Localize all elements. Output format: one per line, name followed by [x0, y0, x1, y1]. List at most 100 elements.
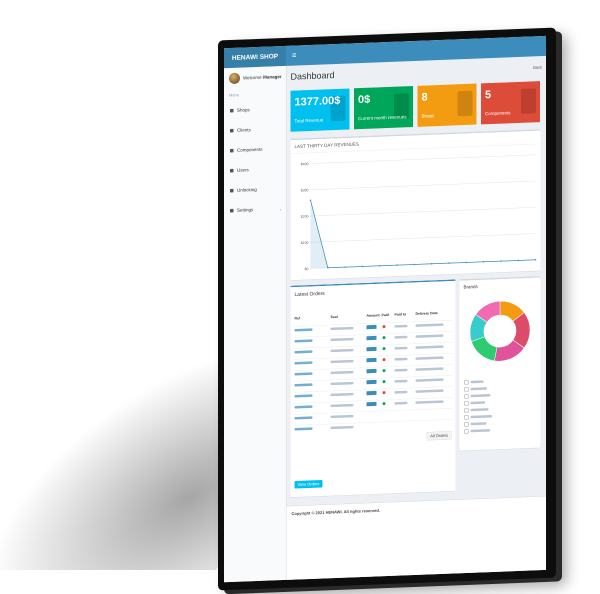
legend-swatch — [464, 408, 469, 413]
stat-value: 8 — [421, 90, 428, 104]
back-link[interactable]: Back — [533, 65, 542, 70]
ref-link — [294, 405, 313, 409]
revenue-point — [344, 266, 346, 268]
delivery-date — [415, 356, 444, 360]
menu-toggle[interactable]: ≡ — [292, 50, 297, 60]
brand[interactable]: HENAWI SHOP — [224, 45, 286, 69]
seal-text — [330, 337, 354, 342]
legend-swatch — [464, 422, 469, 427]
content: Dashboard Back 1377.00$ Total Revenue 0$ Curr… — [286, 56, 546, 581]
menu-item[interactable]: Users — [237, 167, 249, 173]
y-tick-label: $100 — [301, 241, 309, 245]
all-orders-button[interactable]: All Orders — [426, 431, 452, 441]
donut-segment — [475, 300, 501, 323]
grid-line — [310, 154, 536, 164]
row-rule — [293, 407, 453, 415]
legend-label — [470, 422, 487, 426]
seal-text — [330, 326, 354, 331]
menu-item[interactable]: Components — [237, 146, 263, 153]
stat-label: Shops — [421, 113, 435, 119]
menu-item[interactable]: Shops — [237, 107, 250, 113]
paid-to — [394, 324, 408, 328]
collapse-button[interactable]: « — [537, 36, 541, 38]
legend-swatch — [464, 429, 469, 434]
legend-label — [470, 380, 484, 384]
legend-swatch — [464, 401, 469, 406]
ref-link — [294, 372, 313, 376]
grid-line — [310, 207, 536, 217]
revenue-point — [413, 263, 416, 266]
grid-line — [310, 233, 536, 243]
grid-line — [310, 180, 536, 190]
y-tick-label: $400 — [301, 162, 309, 166]
paid-badge — [382, 380, 386, 384]
revenue-point — [517, 259, 519, 262]
menu-item[interactable]: Clients — [237, 127, 251, 133]
paid-badge — [382, 325, 386, 329]
user-name: Manager — [263, 74, 282, 80]
stat-value: 1377.00$ — [294, 93, 341, 109]
revenue-point — [327, 267, 329, 269]
line-chart: $0 $100 $200 $300 $400 — [301, 154, 537, 271]
paid-to — [394, 335, 408, 339]
legend-swatch — [464, 387, 469, 392]
view-orders-button[interactable]: View Orders — [294, 479, 323, 489]
revenue-point — [396, 264, 398, 266]
ref-link — [294, 427, 313, 431]
seal-text — [330, 359, 354, 364]
ref-link — [294, 361, 313, 365]
paid-badge — [382, 402, 386, 406]
paid-to — [394, 357, 408, 361]
stat-value: 0$ — [358, 92, 371, 106]
seal-text — [330, 348, 354, 353]
amount-badge — [366, 324, 377, 330]
stat-box: 8 Shops — [417, 83, 477, 127]
chart-title: LAST THIRTY DAY REVENUES — [294, 141, 360, 150]
legend-label — [470, 414, 492, 419]
paid-to — [394, 346, 408, 350]
amount-badge — [366, 357, 377, 363]
avatar — [229, 72, 240, 85]
legend-label — [470, 387, 487, 391]
page-title: Dashboard — [290, 70, 335, 82]
amount-badge — [366, 335, 377, 341]
paid-badge — [382, 358, 386, 362]
stat-box: 0$ Current month revenues — [354, 86, 413, 130]
stat-label: Total Revenue — [294, 117, 324, 124]
revenue-point — [430, 263, 433, 265]
stat-box: 5 Components — [481, 81, 540, 125]
delivery-date — [415, 389, 444, 393]
delivery-date — [415, 334, 444, 338]
amount-badge — [366, 346, 377, 352]
brands-panel: Brands — [459, 276, 541, 451]
welcome: Welcome Manager — [243, 74, 282, 80]
menu-label: Menu — [229, 92, 240, 98]
revenue-point — [534, 259, 537, 261]
y-tick-label: $200 — [301, 215, 309, 219]
column-header: Paid — [381, 313, 389, 318]
revenue-point — [361, 265, 364, 268]
legend-swatch — [464, 415, 469, 420]
stat-icon — [457, 90, 473, 117]
ref-link — [294, 350, 313, 354]
seal-text — [330, 403, 354, 408]
ref-link — [294, 394, 313, 398]
submenu-arrow: ‹ — [280, 207, 282, 213]
paid-to — [394, 368, 408, 372]
ref-link — [294, 383, 313, 387]
welcome-text: Welcome — [243, 74, 262, 81]
revenue-point — [482, 261, 485, 263]
legend-label — [470, 429, 490, 433]
footer-bar — [286, 495, 546, 581]
legend-swatch — [464, 380, 469, 385]
column-header: Ref — [294, 316, 301, 321]
column-header: Delivery Date — [415, 311, 438, 316]
menu-item[interactable]: Settings — [237, 207, 254, 213]
menu-icon — [230, 148, 234, 153]
menu-item[interactable]: Unlocking — [237, 187, 257, 193]
legend-label — [470, 394, 491, 398]
paid-badge — [382, 369, 386, 373]
stat-label: Components — [485, 110, 511, 117]
paid-to — [394, 401, 408, 405]
